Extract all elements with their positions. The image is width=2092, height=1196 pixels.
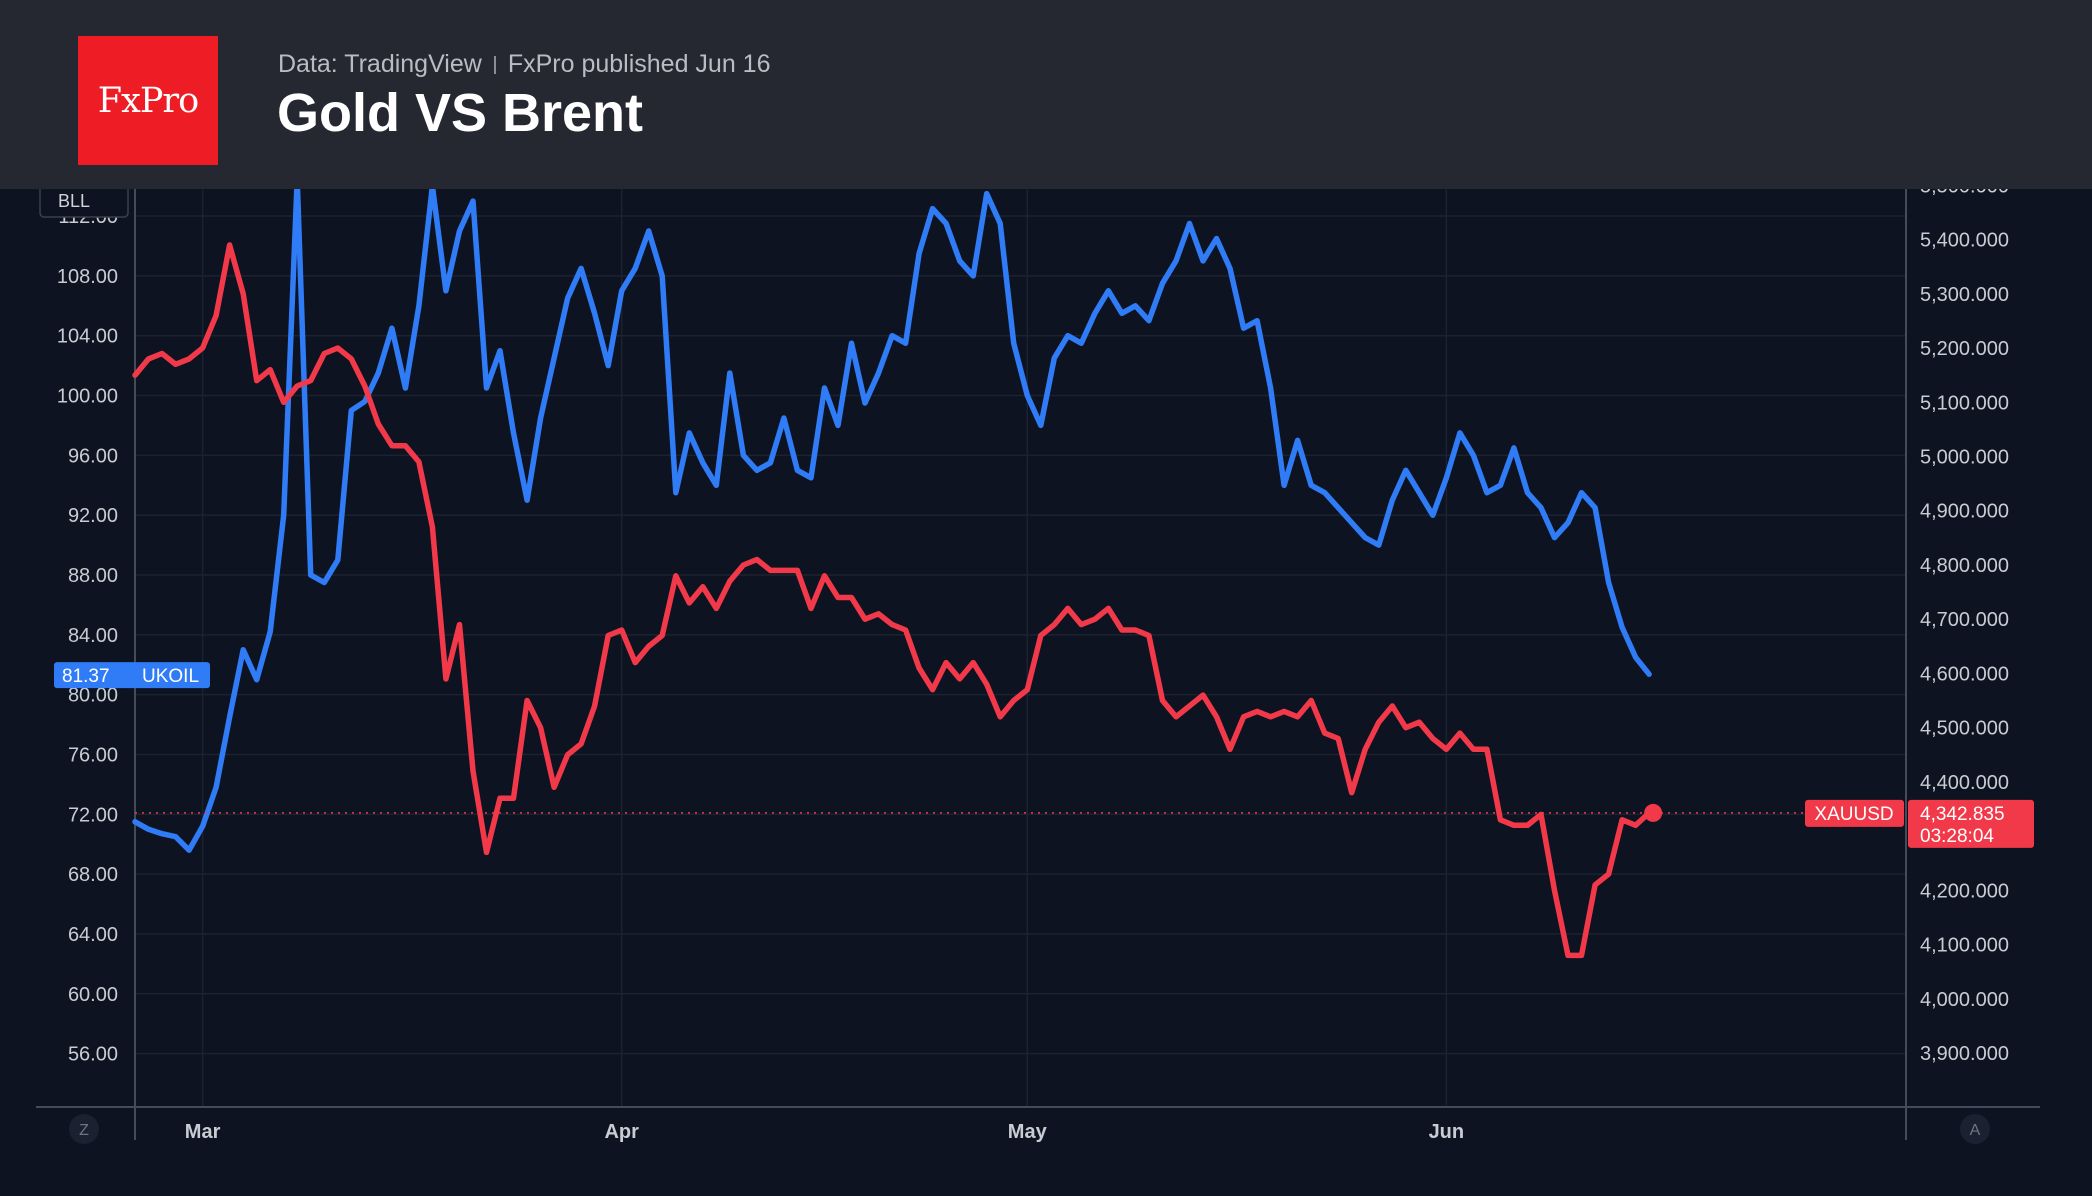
meta-separator — [493, 55, 496, 74]
right-tick-label: 4,400.000 — [1920, 772, 2009, 794]
left-tick-label: 80.00 — [68, 685, 118, 707]
chart-title: Gold VS Brent — [277, 83, 644, 143]
unit-badge — [39, 189, 129, 218]
right-tick-label: 5,500.000 — [1920, 189, 2009, 197]
right-tick-label: 5,300.000 — [1920, 284, 2009, 306]
auto-scale-button-label: A — [1970, 1122, 1981, 1139]
right-tick-label: 4,500.000 — [1920, 718, 2009, 740]
left-tick-label: 72.00 — [68, 804, 118, 826]
ukoil-price-tag — [54, 662, 210, 689]
xauusd-last-point — [1644, 803, 1663, 822]
right-tick-label: 5,200.000 — [1920, 338, 2009, 360]
chart-area[interactable]: 120.00116.00112.00108.00104.00100.0096.0… — [0, 189, 2092, 1196]
right-tick-label: 4,000.000 — [1920, 989, 2009, 1011]
right-tick-label: 4,900.000 — [1920, 501, 2009, 523]
left-tick-label: 68.00 — [68, 864, 118, 886]
xauusd-countdown: 03:28:04 — [1920, 826, 1994, 847]
data-source: Data: TradingView — [278, 50, 482, 78]
series-line-ukoil — [132, 189, 1652, 853]
x-tick-label: Jun — [1429, 1121, 1465, 1143]
right-tick-label: 5,100.000 — [1920, 392, 2009, 414]
left-tick-label: 76.00 — [68, 744, 118, 766]
right-tick-label: 4,100.000 — [1920, 935, 2009, 957]
logo-text: FxPro — [97, 80, 199, 121]
xauusd-symbol-tag — [1805, 799, 1904, 827]
header-bar: FxPro Data: TradingView FxPro published … — [0, 0, 2092, 189]
right-tick-label: 4,800.000 — [1920, 555, 2009, 577]
xauusd-price-tag — [1908, 799, 2034, 848]
right-tick-label: 4,200.000 — [1920, 880, 2009, 902]
unit-badge-label: BLL — [58, 191, 90, 211]
scale-z-button-label: Z — [79, 1122, 89, 1139]
left-tick-label: 92.00 — [68, 505, 118, 527]
x-tick-label: May — [1008, 1121, 1048, 1143]
left-tick-label: 108.00 — [57, 266, 118, 288]
left-tick-label: 88.00 — [68, 565, 118, 587]
left-tick-label: 100.00 — [57, 386, 118, 408]
xauusd-symbol-label: XAUUSD — [1814, 804, 1893, 825]
scale-z-button[interactable] — [69, 1114, 99, 1144]
xauusd-last-value: 4,342.835 — [1920, 804, 2005, 825]
left-tick-label: 104.00 — [57, 326, 118, 348]
left-tick-label: 56.00 — [68, 1044, 118, 1066]
series-line-xauusd — [132, 242, 1652, 959]
auto-scale-button[interactable] — [1960, 1114, 1990, 1144]
left-tick-label: 64.00 — [68, 924, 118, 946]
left-tick-label: 60.00 — [68, 984, 118, 1006]
right-tick-label: 5,400.000 — [1920, 230, 2009, 252]
left-tick-label: 96.00 — [68, 445, 118, 467]
right-tick-label: 3,900.000 — [1920, 1043, 2009, 1065]
published-date: FxPro published Jun 16 — [507, 50, 771, 78]
fxpro-logo: FxPro — [78, 36, 218, 165]
chart-meta: Data: TradingView FxPro published Jun 16 — [278, 50, 771, 79]
x-tick-label: Apr — [604, 1121, 639, 1143]
ukoil-symbol-label: UKOIL — [142, 666, 199, 687]
right-tick-label: 5,000.000 — [1920, 447, 2009, 469]
left-tick-label: 84.00 — [68, 625, 118, 647]
right-tick-label: 4,700.000 — [1920, 609, 2009, 631]
x-tick-label: Mar — [185, 1121, 221, 1143]
ukoil-last-value: 81.37 — [62, 666, 110, 687]
right-tick-label: 4,600.000 — [1920, 663, 2009, 685]
